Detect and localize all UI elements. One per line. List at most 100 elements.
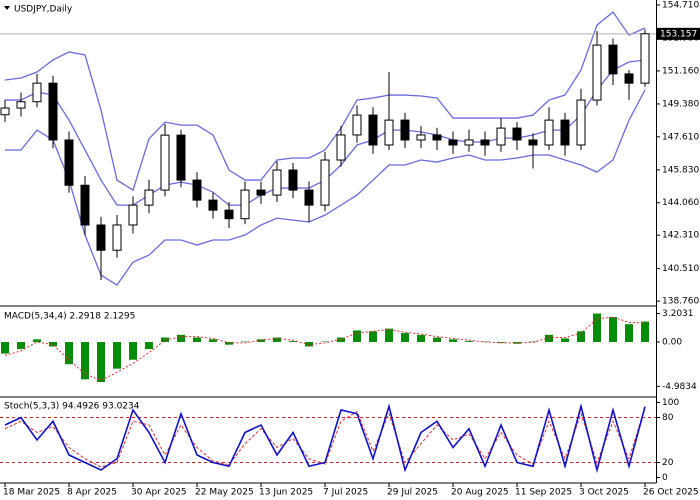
candle-body — [208, 199, 218, 211]
candle-body — [192, 179, 202, 201]
x-tick-label: 20 Aug 2025 — [451, 488, 509, 498]
macd-title: MACD(5,34,4) 2.2918 2.1295 — [4, 312, 135, 322]
y-tick-label: 140.510 — [662, 264, 699, 274]
y-tick-label: 3.2031 — [662, 309, 694, 319]
macd-bar — [81, 341, 89, 380]
macd-bar — [577, 331, 585, 342]
macd-bar — [609, 317, 617, 342]
candle-body — [432, 134, 442, 141]
candle-body — [288, 169, 298, 191]
candle-body — [624, 73, 634, 84]
macd-bar — [433, 337, 441, 342]
candle-body — [160, 134, 170, 191]
symbol-menu-icon[interactable] — [4, 6, 10, 10]
y-tick-label: 20 — [662, 458, 674, 468]
candle-body — [544, 119, 554, 146]
candle-body — [512, 127, 522, 141]
macd-bar — [193, 337, 201, 342]
macd-bar — [385, 328, 393, 342]
candle-body — [320, 159, 330, 206]
candle-body — [640, 33, 650, 84]
candle-body — [16, 101, 26, 109]
macd-bar — [49, 341, 57, 347]
y-tick-label: 80 — [662, 413, 674, 423]
macd-bar — [289, 341, 297, 342]
candle-body — [256, 189, 266, 196]
candle-body — [496, 127, 506, 146]
candle-body — [48, 82, 58, 141]
x-tick-label: 29 Jul 2025 — [387, 488, 438, 498]
y-tick-label: 151.160 — [662, 66, 699, 76]
y-tick-label: 0 — [662, 473, 668, 483]
stochastic-title: Stoch(5,3,3) 94.4926 93.0234 — [4, 402, 140, 412]
candle-body — [240, 189, 250, 220]
y-tick-label: -4.9834 — [662, 382, 697, 392]
y-tick-label: 145.830 — [662, 165, 699, 175]
macd-bar — [1, 341, 9, 354]
y-tick-label: 0.00 — [662, 337, 682, 347]
macd-bar — [641, 321, 649, 342]
macd-bar — [65, 341, 73, 365]
candle-body — [0, 107, 10, 116]
macd-bar — [353, 330, 361, 342]
chart-title: USDJPY,Daily — [14, 5, 73, 15]
candle-body — [176, 134, 186, 181]
x-tick-label: 18 Mar 2025 — [3, 488, 60, 498]
candle-body — [352, 114, 362, 136]
candle-body — [384, 119, 394, 146]
y-tick-label: 149.380 — [662, 99, 699, 109]
candle-body — [80, 184, 90, 226]
candle-body — [416, 134, 426, 141]
y-tick-label: 147.610 — [662, 132, 699, 142]
candle-body — [272, 169, 282, 196]
x-tick-label: 7 Jul 2025 — [323, 488, 368, 498]
bollinger-lower — [5, 89, 646, 287]
y-tick-label: 100 — [662, 398, 679, 408]
macd-bar — [97, 341, 105, 383]
macd-bar — [273, 337, 281, 342]
y-tick-label: 144.060 — [662, 198, 699, 208]
candle-body — [304, 189, 314, 206]
macd-bar — [33, 339, 41, 342]
candle-body — [64, 139, 74, 186]
candle-body — [464, 139, 474, 146]
macd-bar — [129, 341, 137, 360]
x-tick-label: 26 Oct 2025 — [643, 488, 699, 498]
y-tick-label: 142.310 — [662, 231, 699, 241]
x-tick-label: 11 Sep 2025 — [515, 488, 572, 498]
candle-body — [224, 209, 234, 220]
stoch-k — [4, 403, 646, 474]
last-price-label: 153.157 — [660, 29, 697, 39]
y-tick-label: 138.760 — [662, 297, 699, 307]
macd-bar — [465, 341, 473, 342]
macd-bar — [113, 341, 121, 369]
macd-bar — [545, 334, 553, 342]
candle-body — [608, 44, 618, 75]
macd-bar — [593, 313, 601, 342]
candle-body — [368, 114, 378, 146]
macd-bar — [417, 334, 425, 342]
candle-body — [112, 224, 122, 251]
candle-body — [336, 134, 346, 161]
macd-bar — [401, 333, 409, 342]
x-tick-label: 13 Jun 2025 — [259, 488, 313, 498]
x-tick-label: 8 Apr 2025 — [67, 488, 117, 498]
candle-body — [560, 119, 570, 146]
candle-body — [576, 99, 586, 146]
macd-bar — [625, 324, 633, 342]
candle-body — [448, 139, 458, 146]
macd-bar — [161, 337, 169, 342]
candle-body — [144, 189, 154, 206]
macd-bar — [145, 341, 153, 350]
candle-body — [96, 224, 106, 251]
candle-body — [592, 44, 602, 101]
candle-body — [32, 82, 42, 103]
macd-bar — [177, 334, 185, 342]
macd-bar — [561, 338, 569, 342]
candle-body — [480, 139, 490, 146]
y-tick-label: 154.710 — [662, 1, 699, 11]
x-tick-label: 30 Apr 2025 — [131, 488, 187, 498]
candle-body — [528, 139, 538, 146]
bollinger-upper — [4, 11, 646, 192]
